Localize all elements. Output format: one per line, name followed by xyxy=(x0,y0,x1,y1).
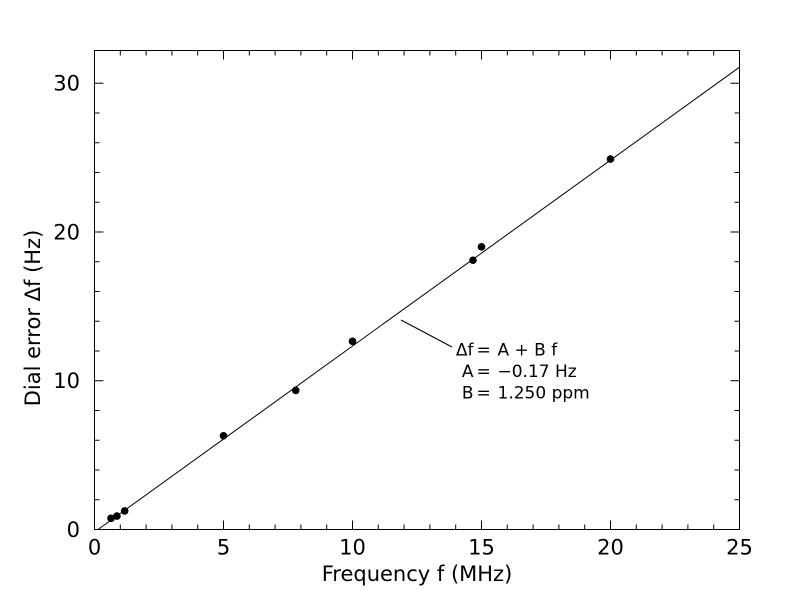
annotation-lhs: Δf xyxy=(456,341,475,361)
plot-frame xyxy=(94,50,740,530)
y-axis-title: Dial error Δf (Hz) xyxy=(21,230,45,407)
x-tick-label: 15 xyxy=(468,536,495,560)
annotation-rhs: 1.250 ppm xyxy=(498,384,590,404)
leader-line xyxy=(400,319,453,348)
x-axis-title: Frequency f (MHz) xyxy=(322,562,513,586)
annotation-eq: = xyxy=(477,384,491,404)
y-tick-label: 10 xyxy=(53,369,80,393)
annotation-lhs: A xyxy=(462,362,474,382)
x-tick-label: 20 xyxy=(597,536,624,560)
axis-ticks xyxy=(94,50,740,530)
y-tick-label: 20 xyxy=(53,220,80,244)
data-point xyxy=(120,507,129,515)
x-tick-label: 0 xyxy=(88,536,101,560)
data-point xyxy=(469,256,477,265)
annotation-eq: = xyxy=(477,341,491,361)
fit-line xyxy=(97,66,740,530)
x-tick-label: 25 xyxy=(726,536,753,560)
axes-box xyxy=(94,50,740,530)
fit-line xyxy=(97,66,740,530)
x-tick-label: 10 xyxy=(339,536,366,560)
annotation-rhs: A + B f xyxy=(498,341,559,361)
y-tick-label: 0 xyxy=(67,518,80,542)
x-tick-label: 5 xyxy=(217,536,230,560)
annotation-rhs: −0.17 Hz xyxy=(498,362,577,382)
data-point xyxy=(348,337,357,346)
y-tick-label: 30 xyxy=(53,72,80,96)
fit-annotation: Δf = A + B fA = −0.17 HzB = 1.250 ppm xyxy=(456,341,590,404)
data-point xyxy=(113,512,121,520)
annotation-leader xyxy=(400,319,453,348)
axis-labels: 0 5 10 15 20 25 0 10 20 30 Frequency f (MHz) Dial e… xyxy=(21,72,753,586)
annotation-lhs: B xyxy=(462,384,474,404)
data-point xyxy=(107,514,115,523)
data-point xyxy=(606,155,615,163)
annotation-eq: = xyxy=(477,362,491,382)
data-points xyxy=(107,155,615,523)
data-point xyxy=(477,243,486,251)
data-point xyxy=(219,431,228,440)
data-point xyxy=(291,386,300,395)
